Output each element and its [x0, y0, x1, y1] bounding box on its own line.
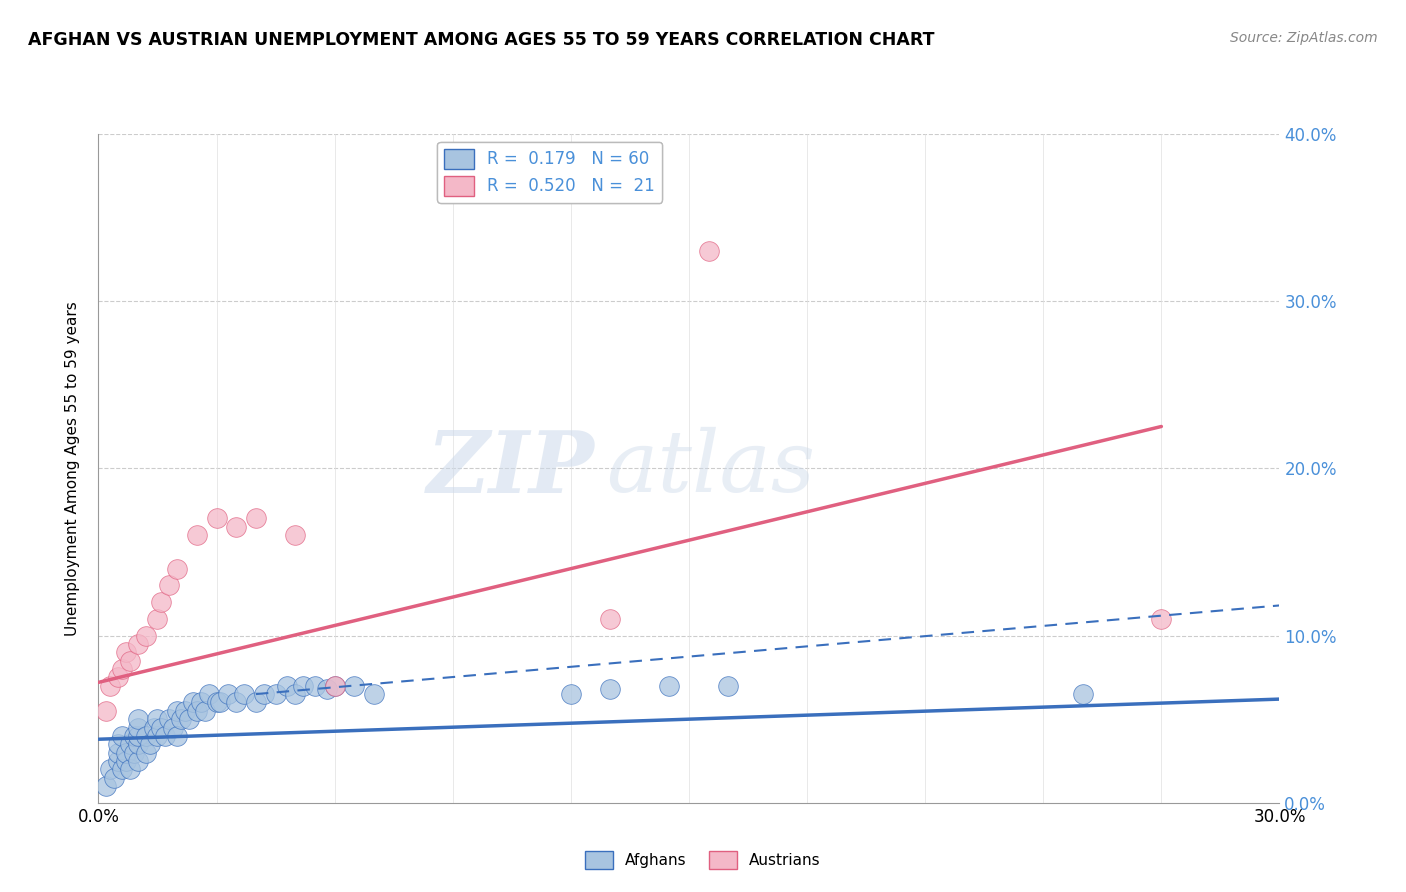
Point	[217, 687, 239, 701]
Point	[323, 679, 346, 693]
Point	[115, 754, 138, 768]
Point	[150, 721, 173, 735]
Point	[284, 528, 307, 542]
Point	[717, 679, 740, 693]
Point	[107, 746, 129, 760]
Point	[323, 679, 346, 693]
Point	[127, 712, 149, 726]
Point	[103, 771, 125, 785]
Point	[107, 754, 129, 768]
Point	[150, 595, 173, 609]
Point	[264, 687, 287, 701]
Legend: R =  0.179   N = 60, R =  0.520   N =  21: R = 0.179 N = 60, R = 0.520 N = 21	[437, 142, 662, 202]
Point	[127, 637, 149, 651]
Point	[197, 687, 219, 701]
Point	[363, 687, 385, 701]
Point	[233, 687, 256, 701]
Point	[209, 696, 232, 710]
Point	[177, 712, 200, 726]
Text: ZIP: ZIP	[426, 426, 595, 510]
Y-axis label: Unemployment Among Ages 55 to 59 years: Unemployment Among Ages 55 to 59 years	[65, 301, 80, 636]
Point	[166, 562, 188, 576]
Point	[697, 244, 720, 258]
Point	[146, 712, 169, 726]
Point	[1071, 687, 1094, 701]
Point	[315, 681, 337, 696]
Point	[560, 687, 582, 701]
Point	[155, 729, 177, 743]
Point	[276, 679, 298, 693]
Legend: Afghans, Austrians: Afghans, Austrians	[579, 845, 827, 875]
Point	[135, 628, 157, 642]
Point	[599, 612, 621, 626]
Text: atlas: atlas	[606, 427, 815, 509]
Point	[245, 696, 267, 710]
Point	[166, 704, 188, 718]
Point	[245, 511, 267, 525]
Point	[658, 679, 681, 693]
Text: AFGHAN VS AUSTRIAN UNEMPLOYMENT AMONG AGES 55 TO 59 YEARS CORRELATION CHART: AFGHAN VS AUSTRIAN UNEMPLOYMENT AMONG AG…	[28, 31, 935, 49]
Point	[127, 754, 149, 768]
Point	[292, 679, 315, 693]
Point	[111, 662, 134, 676]
Point	[98, 762, 121, 776]
Point	[122, 746, 145, 760]
Point	[186, 704, 208, 718]
Point	[111, 762, 134, 776]
Point	[127, 721, 149, 735]
Point	[225, 696, 247, 710]
Point	[162, 721, 184, 735]
Point	[138, 737, 160, 751]
Point	[127, 729, 149, 743]
Point	[599, 681, 621, 696]
Point	[157, 578, 180, 592]
Point	[225, 520, 247, 534]
Point	[122, 729, 145, 743]
Point	[190, 696, 212, 710]
Point	[253, 687, 276, 701]
Point	[205, 511, 228, 525]
Point	[118, 654, 141, 668]
Point	[186, 528, 208, 542]
Point	[96, 779, 118, 793]
Point	[107, 670, 129, 684]
Point	[96, 704, 118, 718]
Point	[166, 729, 188, 743]
Point	[118, 762, 141, 776]
Point	[194, 704, 217, 718]
Point	[135, 729, 157, 743]
Point	[118, 737, 141, 751]
Point	[127, 737, 149, 751]
Point	[146, 612, 169, 626]
Point	[304, 679, 326, 693]
Point	[111, 729, 134, 743]
Text: Source: ZipAtlas.com: Source: ZipAtlas.com	[1230, 31, 1378, 45]
Point	[98, 679, 121, 693]
Point	[170, 712, 193, 726]
Point	[157, 712, 180, 726]
Point	[343, 679, 366, 693]
Point	[146, 729, 169, 743]
Point	[1150, 612, 1173, 626]
Point	[284, 687, 307, 701]
Point	[142, 721, 165, 735]
Point	[205, 696, 228, 710]
Point	[135, 746, 157, 760]
Point	[115, 645, 138, 659]
Point	[174, 704, 197, 718]
Point	[181, 696, 204, 710]
Point	[107, 737, 129, 751]
Point	[115, 746, 138, 760]
